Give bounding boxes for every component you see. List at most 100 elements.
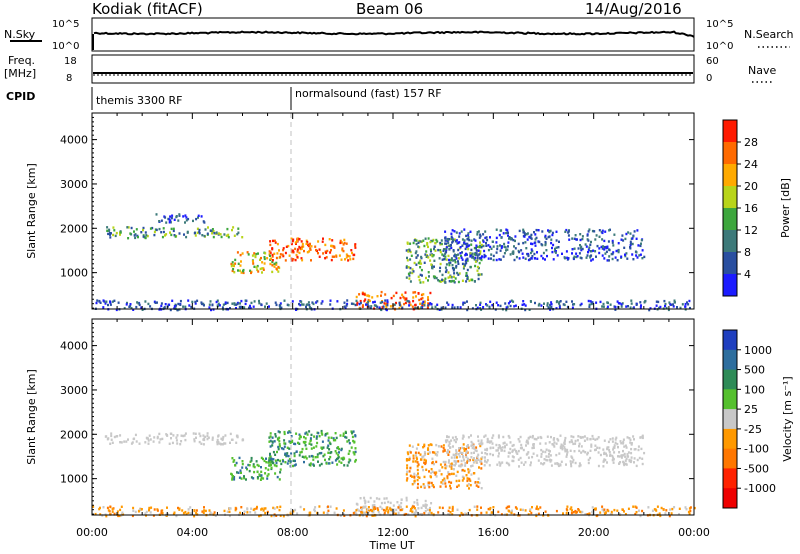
velocity-echo-cell xyxy=(405,505,408,508)
velocity-echo-cell xyxy=(450,472,453,476)
velocity-echo-cell xyxy=(342,512,345,516)
velocity-echo-cell xyxy=(343,464,346,467)
power-echo-cell xyxy=(236,302,239,306)
power-echo-cell xyxy=(177,219,180,222)
velocity-echo-cell xyxy=(524,461,527,464)
velocity-echo-cell xyxy=(413,480,416,483)
velocity-echo-cell xyxy=(477,435,479,438)
velocity-echo-cell xyxy=(308,442,311,445)
velocity-echo-cell xyxy=(161,512,164,515)
velocity-echo-cell xyxy=(256,477,259,480)
velocity-echo-cell xyxy=(269,455,272,458)
velocity-echo-cell xyxy=(323,453,326,456)
power-echo-cell xyxy=(108,228,111,231)
power-echo-cell xyxy=(444,270,447,274)
power-echo-cell xyxy=(170,227,173,231)
power-echo-cell xyxy=(522,228,525,231)
power-echo-cell xyxy=(641,249,644,252)
power-echo-cell xyxy=(491,304,494,307)
velocity-echo-cell xyxy=(480,441,483,444)
power-echo-cell xyxy=(192,219,194,223)
power-echo-cell xyxy=(491,240,494,243)
velocity-echo-cell xyxy=(559,434,562,437)
velocity-echo-cell xyxy=(216,438,219,442)
velocity-echo-cell xyxy=(416,478,419,482)
velocity-echo-cell xyxy=(109,505,112,508)
power-echo-cell xyxy=(316,300,319,303)
power-echo-cell xyxy=(275,261,278,265)
power-echo-cell xyxy=(413,239,416,242)
power-echo-cell xyxy=(480,258,483,262)
velocity-echo-cell xyxy=(413,513,416,516)
velocity-echo-cell xyxy=(586,513,589,516)
velocity-echo-cell xyxy=(308,511,311,515)
power-echo-cell xyxy=(591,229,594,233)
velocity-echo-cell xyxy=(448,459,450,462)
velocity-echo-cell xyxy=(540,452,543,456)
power-echo-cell xyxy=(457,262,460,265)
velocity-echo-cell xyxy=(462,456,465,459)
power-echo-cell xyxy=(308,244,311,247)
power-echo-cell xyxy=(325,251,328,254)
power-echo-cell xyxy=(455,264,458,268)
velocity-echo-cell xyxy=(544,442,547,445)
power-echo-cell xyxy=(211,228,214,231)
velocity-echo-cell xyxy=(580,436,583,439)
power-echo-cell xyxy=(578,252,581,255)
velocity-echo-cell xyxy=(564,448,567,451)
power-echo-cell xyxy=(244,302,247,306)
power-echo-cell xyxy=(512,238,515,242)
velocity-echo-cell xyxy=(315,435,318,438)
velocity-echo-cell xyxy=(598,446,601,450)
velocity-echo-cell xyxy=(337,455,340,459)
x-tick-label: 04:00 xyxy=(176,526,208,539)
velocity-echo-cell xyxy=(217,435,220,438)
power-echo-cell xyxy=(464,242,467,246)
velocity-echo-cell xyxy=(405,513,408,516)
power-echo-cell xyxy=(345,242,348,245)
power-echo-cell xyxy=(291,300,294,303)
power-echo-cell xyxy=(296,250,299,253)
velocity-echo-cell xyxy=(417,507,420,510)
velocity-echo-cell xyxy=(252,465,255,468)
power-echo-cell xyxy=(135,228,138,231)
power-echo-cell xyxy=(422,239,425,242)
power-echo-cell xyxy=(689,306,691,310)
power-echo-cell xyxy=(317,240,320,243)
velocity-echo-cell xyxy=(316,455,319,459)
velocity-echo-cell xyxy=(170,437,172,440)
power-echo-cell xyxy=(107,303,109,307)
velocity-echo-cell xyxy=(360,508,363,511)
power-echo-cell xyxy=(109,236,112,239)
power-echo-cell xyxy=(338,254,341,257)
power-echo-cell xyxy=(524,233,527,237)
velocity-echo-cell xyxy=(626,453,629,456)
power-echo-cell xyxy=(384,302,387,305)
power-echo-cell xyxy=(417,275,420,278)
velocity-echo-cell xyxy=(571,440,574,444)
velocity-echo-cell xyxy=(453,453,456,457)
power-echo-cell xyxy=(544,242,547,245)
velocity-echo-cell xyxy=(302,440,305,444)
velocity-echo-cell xyxy=(673,506,676,509)
power-echo-cell xyxy=(195,217,198,221)
velocity-echo-cell xyxy=(430,502,433,505)
velocity-echo-cell xyxy=(562,444,565,447)
velocity-echo-cell xyxy=(343,514,346,517)
power-echo-cell xyxy=(590,254,593,257)
velocity-echo-cell xyxy=(175,514,178,518)
velocity-echo-cell xyxy=(606,461,608,464)
velocity-echo-cell xyxy=(339,514,342,517)
velocity-echo-cell xyxy=(329,455,332,459)
velocity-echo-cell xyxy=(537,507,540,511)
velocity-echo-cell xyxy=(584,513,587,516)
power-echo-cell xyxy=(635,237,638,240)
velocity-echo-cell xyxy=(468,508,471,512)
power-echo-cell xyxy=(529,236,532,239)
power-echo-cell xyxy=(587,299,590,303)
velocity-echo-cell xyxy=(152,514,155,517)
power-echo-cell xyxy=(418,239,421,243)
velocity-echo-cell xyxy=(260,508,263,511)
velocity-echo-cell xyxy=(442,444,445,447)
power-echo-cell xyxy=(279,253,282,256)
